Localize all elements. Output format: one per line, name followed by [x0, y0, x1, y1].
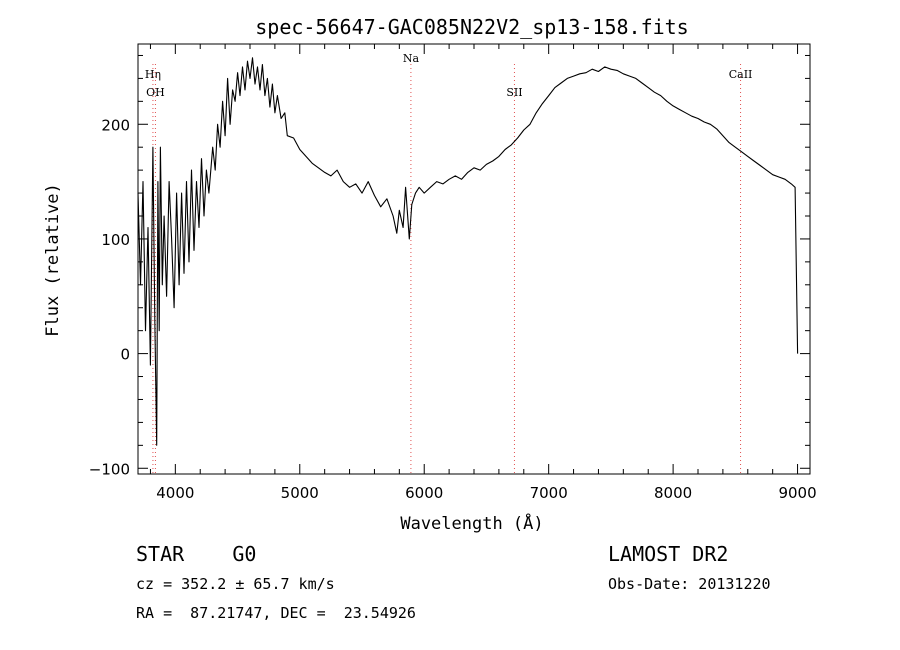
x-tick-label: 9000	[778, 484, 816, 502]
y-axis-ticks: −100 0 100 200	[89, 54, 810, 478]
series-layer	[137, 57, 799, 446]
x-tick-label: 6000	[405, 484, 443, 502]
x-axis-ticks: 4000 5000 6000 7000 8000 9000	[149, 44, 817, 502]
y-tick-label: −100	[89, 460, 130, 478]
x-tick-label: 4000	[156, 484, 194, 502]
x-tick-label: 5000	[281, 484, 319, 502]
object-class: STAR G0	[136, 542, 257, 566]
x-tick-label: 7000	[530, 484, 568, 502]
marker-label: Na	[403, 52, 420, 65]
sky-coordinates: RA = 87.21747, DEC = 23.54926	[136, 604, 416, 622]
marker-label: OH	[146, 86, 165, 99]
spectrum-line	[137, 57, 799, 446]
marker-label: CaII	[729, 68, 753, 81]
plot-frame	[137, 43, 811, 475]
spectral-line-markers: Hη OH Na SII CaII	[145, 52, 753, 474]
chart-title: spec-56647-GAC085N22V2_sp13-158.fits	[255, 15, 688, 39]
redshift-velocity: cz = 352.2 ± 65.7 km/s	[136, 575, 335, 593]
y-tick-label: 100	[101, 231, 130, 249]
x-axis-label: Wavelength (Å)	[400, 512, 543, 534]
y-tick-label: 200	[101, 116, 130, 134]
observation-date: Obs-Date: 20131220	[608, 575, 771, 593]
y-axis-label: Flux (relative)	[43, 183, 63, 337]
marker-label: Hη	[145, 68, 161, 81]
marker-label: SII	[506, 86, 522, 99]
survey-name: LAMOST DR2	[608, 542, 729, 566]
y-tick-label: 0	[120, 346, 130, 364]
x-tick-label: 8000	[654, 484, 692, 502]
